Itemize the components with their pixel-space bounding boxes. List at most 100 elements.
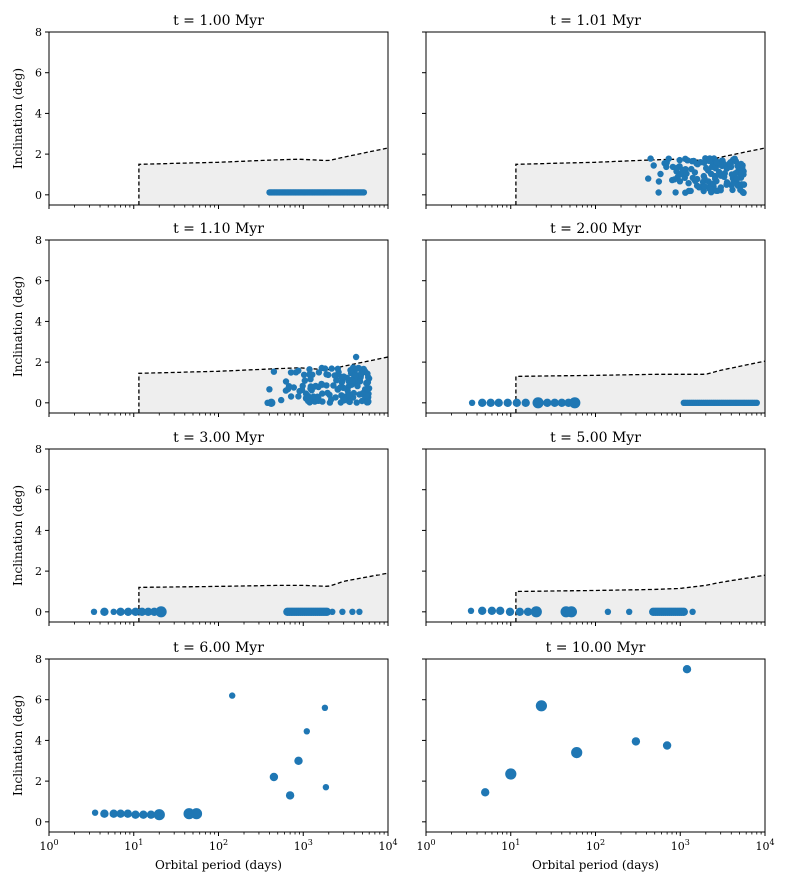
data-point (285, 383, 293, 390)
stability-boundary-line (515, 574, 765, 622)
y-tick-label: 2 (35, 775, 42, 788)
data-point (487, 606, 497, 615)
data-point (685, 180, 692, 187)
data-point (340, 397, 348, 404)
data-point (109, 809, 118, 818)
panel-6: t = 5.00 Myr (422, 430, 766, 626)
stable-region (515, 575, 765, 622)
data-point (753, 399, 760, 406)
data-point (684, 157, 691, 164)
data-point (706, 157, 713, 165)
panel-5: t = 3.00 Myr 0 2 4 6 8 Inclination (deg) (11, 430, 389, 626)
data-point (298, 386, 306, 394)
data-points (467, 606, 696, 618)
panel-4: t = 2.00 Myr (422, 221, 766, 417)
y-tick-label: 8 (35, 26, 42, 39)
data-point (318, 364, 325, 372)
data-point (266, 386, 273, 393)
data-point (679, 607, 688, 616)
data-point (569, 397, 581, 409)
data-point (715, 168, 723, 176)
data-point (303, 728, 310, 735)
data-point (347, 367, 354, 374)
data-point (322, 784, 330, 791)
data-point (355, 364, 362, 372)
data-point (131, 607, 140, 616)
data-point (346, 398, 353, 406)
data-point (124, 607, 133, 616)
data-point (282, 378, 290, 385)
data-point (481, 788, 490, 797)
data-point (123, 809, 132, 818)
data-point (693, 160, 700, 167)
stability-boundary-line (138, 572, 388, 622)
data-point (304, 397, 312, 404)
panel-7: t = 6.00 Myr 0 2 4 6 8 100 101 102 103 104 Orbital … (11, 640, 398, 872)
y-tick-label: 2 (35, 356, 42, 369)
data-point (352, 353, 360, 361)
data-point (328, 365, 335, 372)
data-point (521, 398, 530, 407)
data-point (669, 176, 676, 184)
data-point (655, 189, 662, 196)
data-point (712, 187, 720, 194)
data-point (565, 606, 578, 618)
y-axis-label: Inclination (deg) (11, 485, 25, 586)
data-point (269, 772, 279, 782)
panel-title: t = 6.00 Myr (173, 640, 264, 656)
data-point (512, 398, 521, 407)
data-points (468, 397, 760, 409)
axes-frame (48, 658, 389, 833)
data-point (110, 608, 117, 615)
y-tick-label: 4 (35, 524, 42, 537)
data-point (278, 396, 285, 404)
data-point (356, 608, 363, 615)
x-tick-label: 101 (124, 838, 143, 853)
x-axis-label: Orbital period (days) (155, 858, 282, 872)
y-tick-label: 2 (35, 565, 42, 578)
data-point (310, 393, 317, 400)
data-point (701, 183, 708, 190)
data-point (732, 170, 739, 177)
stability-boundary-line (138, 147, 388, 205)
data-point (689, 608, 696, 615)
data-point (346, 391, 353, 398)
y-tick-label: 8 (35, 443, 42, 456)
data-point (131, 810, 140, 819)
data-point (364, 384, 371, 392)
y-tick-label: 4 (35, 107, 42, 120)
panel-title: t = 5.00 Myr (550, 430, 641, 446)
data-point (723, 179, 731, 186)
data-point (550, 398, 559, 407)
data-point (688, 165, 695, 173)
data-point (100, 809, 109, 818)
data-point (505, 768, 517, 780)
panel-title: t = 2.00 Myr (550, 221, 641, 237)
data-points (90, 606, 363, 618)
data-point (740, 189, 747, 196)
data-point (687, 187, 694, 195)
data-point (100, 607, 109, 616)
data-point (532, 397, 544, 409)
axes-frame (425, 658, 766, 833)
panel-title: t = 1.00 Myr (173, 13, 264, 29)
data-point (712, 175, 719, 182)
stable-region (138, 148, 388, 205)
data-point (137, 607, 147, 616)
y-tick-label: 0 (35, 397, 42, 410)
data-point (674, 164, 681, 171)
y-tick-label: 6 (35, 275, 42, 288)
data-point (287, 393, 295, 400)
data-point (190, 808, 203, 820)
data-point (322, 607, 332, 616)
y-tick-label: 2 (35, 148, 42, 161)
data-point (543, 398, 552, 407)
data-point (679, 166, 687, 174)
data-point (332, 394, 339, 401)
data-point (739, 162, 746, 169)
data-point (557, 398, 566, 407)
data-point (710, 180, 717, 187)
data-point (340, 373, 347, 380)
data-point (329, 608, 336, 615)
